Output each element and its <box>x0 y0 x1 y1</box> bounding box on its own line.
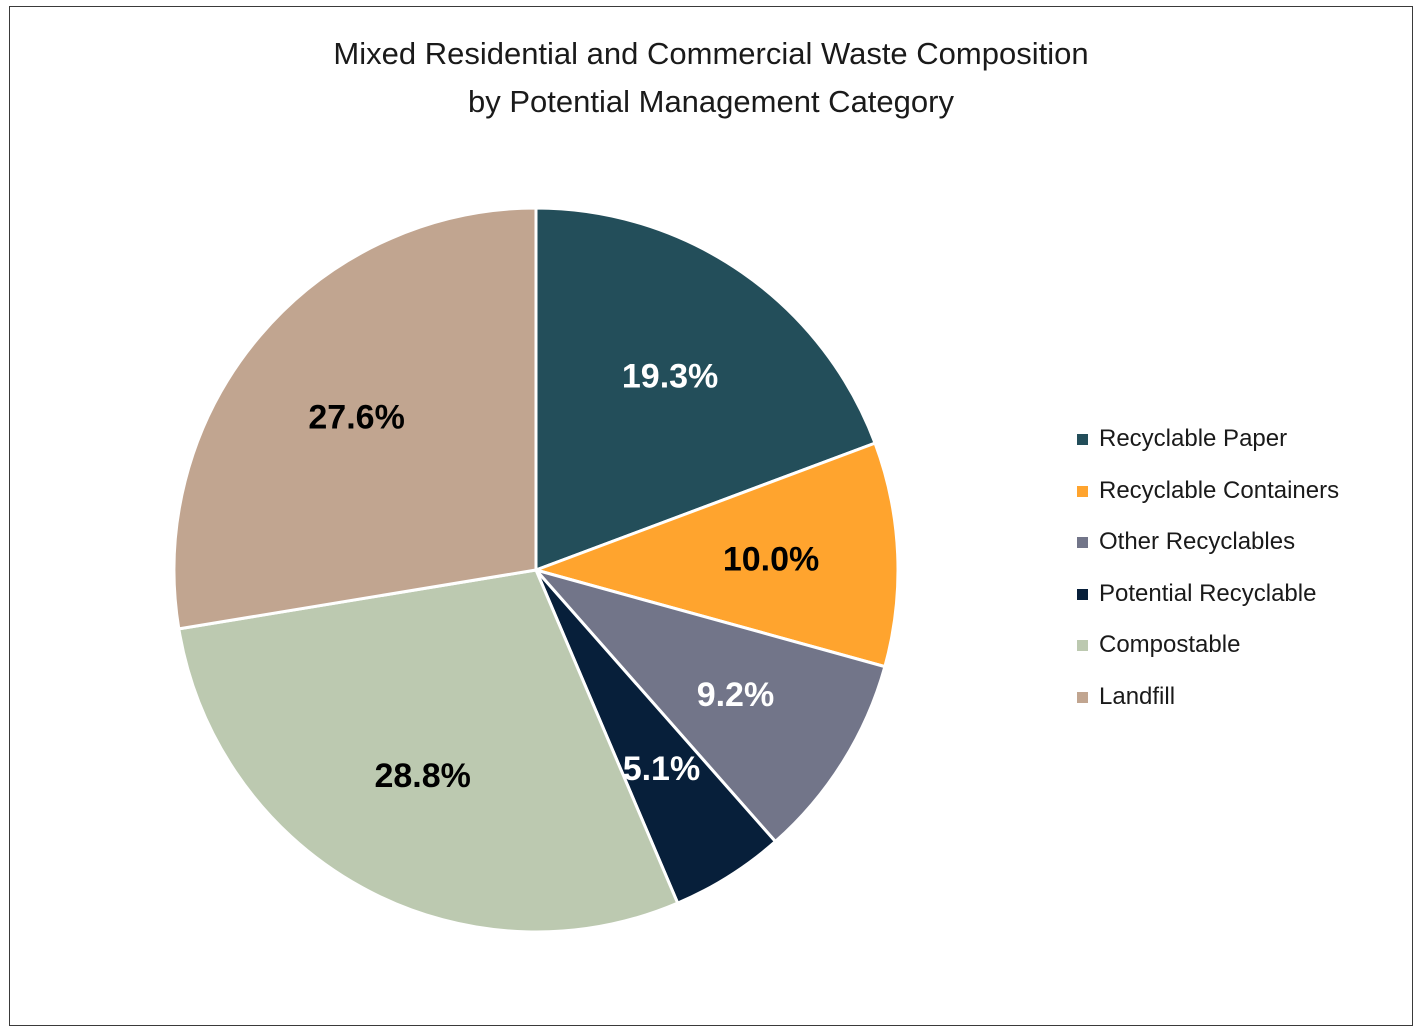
data-label-other-recyclables: 9.2% <box>697 676 775 714</box>
legend-swatch <box>1077 434 1088 445</box>
pie-slice-other-recyclables <box>534 568 887 844</box>
chart-title-line-1: Mixed Residential and Commercial Waste C… <box>333 36 1089 71</box>
pie-slice-compostable <box>177 568 680 934</box>
pie-slice-landfill <box>172 206 538 631</box>
legend-label: Recyclable Containers <box>1099 476 1340 504</box>
pie-slice-recyclable-paper <box>534 206 877 572</box>
chart-title: Mixed Residential and Commercial Waste C… <box>0 30 1416 126</box>
legend-swatch <box>1077 640 1088 652</box>
legend-label: Landfill <box>1099 682 1176 710</box>
legend-swatch <box>1077 691 1088 703</box>
legend-swatch <box>1077 537 1088 549</box>
legend-label: Recyclable Paper <box>1099 425 1288 452</box>
data-label-potential-recyclable: 5.1% <box>623 750 701 788</box>
chart-title-line-2: by Potential Management Category <box>468 84 954 119</box>
legend-label: Compostable <box>1099 631 1241 659</box>
data-label-recyclable-paper: 19.3% <box>622 358 718 396</box>
legend-swatch <box>1077 588 1088 600</box>
pie-slice-recyclable-containers <box>534 441 900 669</box>
legend-label: Other Recyclables <box>1099 528 1296 556</box>
data-label-landfill: 27.6% <box>308 399 404 437</box>
legend-label: Potential Recyclable <box>1099 579 1317 607</box>
data-label-compostable: 28.8% <box>374 757 470 795</box>
legend-swatch <box>1077 485 1088 497</box>
data-label-recyclable-containers: 10.0% <box>723 541 819 579</box>
